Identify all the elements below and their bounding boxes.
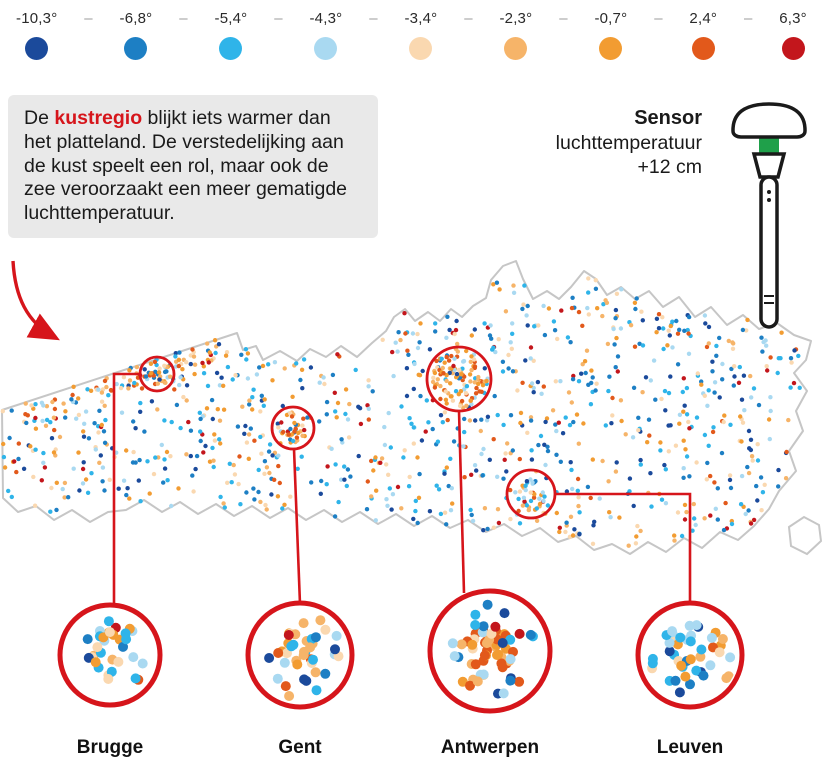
- legend-item: -0,7°: [594, 10, 627, 60]
- legend-color-dot: [124, 37, 148, 60]
- annotation-highlight: kustregio: [54, 107, 143, 129]
- zoom-dots-leuven: [647, 620, 736, 698]
- connector-line-gent: [292, 448, 302, 605]
- connector-line-brugge: [112, 372, 140, 606]
- legend-item: -6,8°: [120, 10, 153, 60]
- legend-color-dot: [781, 37, 805, 60]
- annotation-text-suffix: blijkt iets warmer dan het platteland. D…: [24, 107, 348, 225]
- legend-label: -0,7°: [594, 10, 628, 27]
- legend-item: -3,4°: [404, 10, 437, 60]
- city-label-gent: Gent: [278, 737, 322, 758]
- map-island-outline: [787, 515, 823, 556]
- sensor-screw-icon: [767, 198, 771, 202]
- map-dot-cluster: [276, 411, 307, 445]
- legend-color-dot: [504, 37, 528, 60]
- map-highlight-leuven: [505, 468, 557, 520]
- legend-separator: –: [654, 10, 663, 27]
- map-dot-cluster: [142, 359, 169, 386]
- legend-item: -2,3°: [499, 10, 532, 60]
- annotation-text-prefix: De: [24, 107, 55, 129]
- map-dot-cluster: [430, 346, 489, 410]
- legend-item: 2,4°: [689, 10, 717, 60]
- legend-label: -4,3°: [309, 10, 343, 27]
- legend-label: -2,3°: [499, 10, 533, 27]
- legend-item: -4,3°: [309, 10, 342, 60]
- temperature-legend: -10,3° – -6,8° – -5,4° – -4,3° – -3,4° – -2,3° – -0,…: [0, 10, 823, 60]
- map-highlight-gent: [270, 405, 316, 451]
- connector-line-antwerpen: [457, 410, 466, 594]
- map-highlight-brugge: [138, 355, 176, 393]
- legend-label: 2,4°: [689, 10, 718, 27]
- map-dot-cluster: [517, 477, 547, 513]
- legend-label: -10,3°: [16, 10, 58, 27]
- sensor-icon: [731, 102, 807, 329]
- legend-separator: –: [464, 10, 473, 27]
- map-dots: [0, 276, 802, 548]
- annotation-arrow: [11, 260, 60, 341]
- sensor-line1: luchttemperatuur: [555, 132, 702, 154]
- legend-color-dot: [599, 37, 623, 60]
- annotation-box: De kustregio blijkt iets warmer dan het …: [8, 95, 378, 238]
- sensor-cap: [731, 102, 807, 139]
- legend-color-dot: [691, 37, 715, 60]
- legend-label: -6,8°: [119, 10, 153, 27]
- legend-color-dot: [25, 37, 49, 60]
- city-label-brugge: Brugge: [76, 737, 144, 758]
- legend-separator: –: [559, 10, 568, 27]
- sensor-line2: +12 cm: [637, 156, 703, 179]
- map-outline: [1, 260, 812, 555]
- sensor-stem: [759, 175, 779, 329]
- legend-color-dot: [409, 37, 433, 60]
- sensor-screw-icon: [767, 190, 771, 194]
- legend-label: 6,3°: [779, 10, 807, 27]
- city-label-leuven: Leuven: [656, 737, 724, 758]
- zoom-dots-antwerpen: [447, 599, 538, 699]
- legend-item: -10,3°: [16, 10, 57, 60]
- sensor-title: Sensor: [634, 107, 702, 129]
- legend-item: 6,3°: [779, 10, 807, 60]
- legend-separator: –: [84, 10, 93, 27]
- legend-separator: –: [369, 10, 378, 27]
- zoom-dots-gent: [264, 615, 344, 701]
- legend-separator: –: [179, 10, 188, 27]
- sensor-collar: [751, 152, 787, 179]
- map-dot-cluster: [9, 338, 231, 431]
- connector-line-leuven: [555, 492, 692, 604]
- legend-label: -5,4°: [214, 10, 248, 27]
- city-label-antwerpen: Antwerpen: [440, 737, 540, 758]
- legend-item: -5,4°: [215, 10, 248, 60]
- legend-color-dot: [219, 37, 243, 60]
- legend-label: -3,4°: [404, 10, 438, 27]
- map-highlight-antwerpen: [425, 345, 493, 413]
- legend-color-dot: [314, 37, 338, 60]
- legend-separator: –: [274, 10, 283, 27]
- legend-separator: –: [743, 10, 753, 27]
- zoom-dots-brugge: [82, 616, 148, 685]
- sensor-label: Sensor luchttemperatuur +12 cm: [442, 106, 702, 180]
